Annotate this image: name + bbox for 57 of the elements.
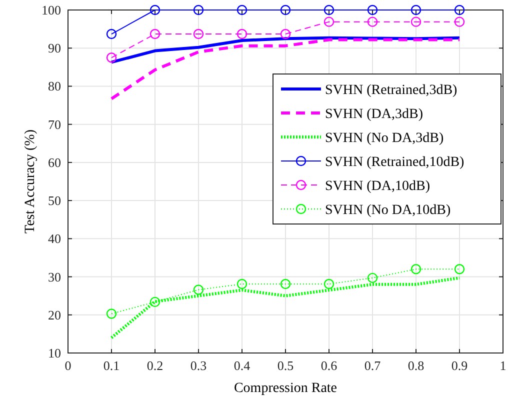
x-tick-label: 0.2 (146, 358, 164, 373)
point (236, 28, 248, 40)
x-tick-label: 0.3 (190, 358, 207, 373)
point (193, 284, 204, 295)
point (367, 4, 378, 16)
point (236, 278, 248, 290)
y-axis-title: Test Accuracy (%) (23, 129, 38, 234)
legend-label: SVHN (No DA,10dB) (325, 203, 451, 218)
point (410, 16, 422, 27)
x-tick-label: 0 (64, 358, 72, 373)
y-tick-label: 20 (48, 307, 61, 322)
x-axis-title: Compression Rate (234, 381, 338, 396)
point (410, 264, 422, 274)
y-tick-label: 60 (48, 154, 61, 170)
legend-label: SVHN (DA,10dB) (325, 179, 430, 194)
x-tick-label: 0.5 (277, 358, 294, 373)
point (106, 52, 117, 63)
y-tick-label: 80 (48, 78, 61, 94)
x-tick-label: 0.1 (103, 358, 120, 373)
y-tick-label: 90 (48, 40, 61, 56)
legend-label: SVHN (Retrained,10dB) (325, 155, 465, 170)
point (367, 272, 378, 284)
x-tick-label: 0.7 (364, 358, 382, 373)
point (367, 16, 378, 27)
point (280, 278, 291, 290)
point (324, 4, 334, 16)
y-tick-label: 40 (48, 231, 61, 246)
y-tick-label: 100 (42, 2, 61, 18)
x-tick-label: 0.4 (234, 358, 251, 373)
line-series (110, 38, 461, 100)
x-tick-label: 0.9 (451, 358, 468, 373)
point (454, 4, 465, 16)
point (454, 16, 465, 27)
x-tick-label: 0.8 (408, 358, 424, 373)
point (280, 28, 291, 40)
point (193, 4, 204, 16)
x-tick-label: 1 (500, 358, 506, 373)
x-tick-label: 0.6 (320, 358, 338, 373)
point (150, 296, 160, 308)
point (410, 4, 422, 16)
point (106, 308, 117, 319)
point (150, 28, 160, 40)
point (280, 4, 291, 16)
legend-label: SVHN (No DA,3dB) (325, 131, 444, 146)
y-tick-label: 50 (48, 193, 61, 208)
legend-label: SVHN (Retrained,3dB) (325, 83, 458, 98)
y-tick-label: 30 (48, 269, 61, 284)
y-tick-label: 70 (48, 116, 61, 132)
point (324, 16, 334, 27)
point (324, 278, 334, 290)
point (150, 4, 160, 16)
point (106, 28, 117, 40)
y-tick-label: 10 (48, 346, 61, 360)
point (454, 264, 465, 274)
point (236, 4, 248, 16)
legend-label: SVHN (DA,3dB) (325, 107, 424, 122)
point (193, 28, 204, 40)
